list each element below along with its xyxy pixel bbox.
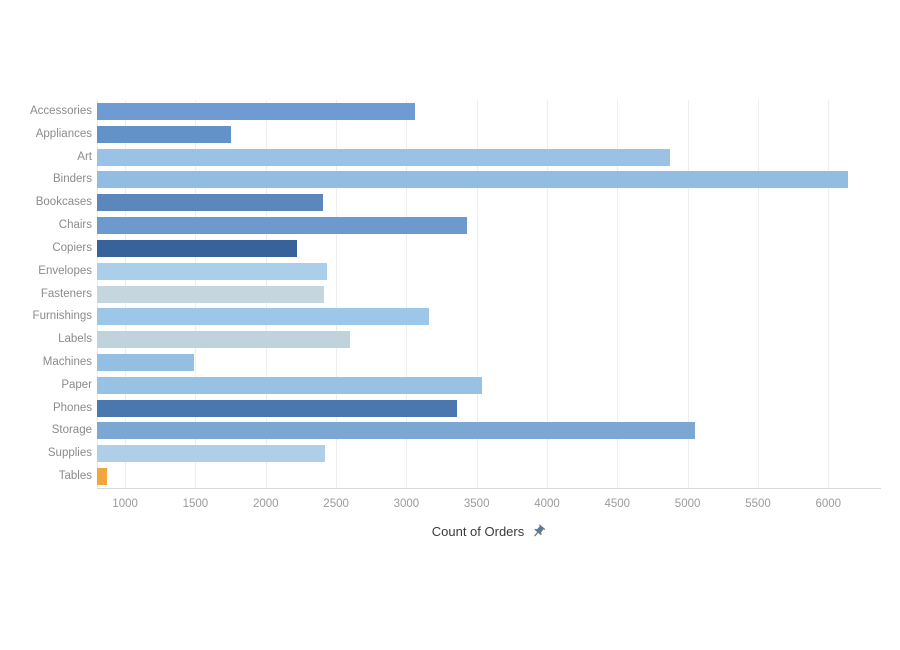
category-label-envelopes[interactable]: Envelopes [38, 264, 92, 277]
bar-paper[interactable] [97, 376, 482, 394]
category-label-appliances[interactable]: Appliances [35, 127, 92, 140]
tick-label-3000: 3000 [393, 498, 420, 510]
category-label-furnishings[interactable]: Furnishings [32, 310, 92, 323]
bar-labels[interactable] [97, 331, 351, 349]
category-label-copiers[interactable]: Copiers [52, 241, 92, 254]
bar-accessories[interactable] [97, 102, 415, 120]
gridline-5000 [687, 100, 689, 488]
gridline-3500 [476, 100, 478, 488]
bar-copiers[interactable] [97, 239, 298, 257]
bar-fasteners[interactable] [97, 285, 325, 303]
gridline-3000 [406, 100, 408, 488]
pushpin-icon[interactable] [531, 524, 546, 539]
category-label-art[interactable]: Art [77, 150, 92, 163]
bar-machines[interactable] [97, 354, 194, 371]
tick-label-1500: 1500 [182, 498, 209, 510]
gridline-4000 [547, 100, 548, 488]
tick-label-3500: 3500 [463, 498, 490, 510]
bar-envelopes[interactable] [97, 262, 327, 280]
bar-chairs[interactable] [97, 217, 467, 234]
bar-binders[interactable] [97, 171, 848, 189]
category-label-labels[interactable]: Labels [58, 333, 92, 346]
axis-baseline [97, 488, 881, 489]
category-label-tables[interactable]: Tables [58, 470, 92, 483]
category-label-fasteners[interactable]: Fasteners [40, 287, 92, 300]
bar-storage[interactable] [97, 422, 695, 440]
bar-art[interactable] [97, 148, 671, 166]
category-label-phones[interactable]: Phones [52, 401, 92, 414]
bar-tables[interactable] [97, 468, 107, 486]
category-label-chairs[interactable]: Chairs [58, 219, 92, 231]
category-label-machines[interactable]: Machines [42, 356, 92, 368]
bar-supplies[interactable] [97, 445, 325, 463]
bar-phones[interactable] [97, 399, 457, 417]
gridline-6000 [828, 100, 830, 488]
bar-furnishings[interactable] [97, 308, 429, 326]
tick-label-5000: 5000 [674, 498, 701, 510]
tick-label-2500: 2500 [323, 498, 349, 510]
category-label-storage[interactable]: Storage [51, 424, 92, 437]
gridline-4500 [617, 100, 619, 488]
bar-appliances[interactable] [97, 125, 231, 143]
category-label-accessories[interactable]: Accessories [30, 104, 92, 117]
tick-label-1000: 1000 [112, 498, 138, 510]
tick-label-6000: 6000 [815, 498, 842, 510]
category-label-binders[interactable]: Binders [53, 173, 92, 186]
gridline-2500 [336, 100, 338, 488]
category-label-paper[interactable]: Paper [61, 378, 92, 391]
tick-label-4500: 4500 [604, 498, 631, 510]
category-label-bookcases[interactable]: Bookcases [35, 196, 92, 209]
x-axis-title-label: Count of Orders [431, 524, 525, 539]
category-label-supplies[interactable]: Supplies [47, 447, 92, 460]
gridline-5500 [758, 100, 759, 488]
x-axis-title: Count of Orders [97, 524, 881, 539]
bar-bookcases[interactable] [97, 194, 324, 212]
tick-label-2000: 2000 [253, 498, 279, 510]
tick-label-4000: 4000 [534, 498, 560, 510]
tick-label-5500: 5500 [745, 498, 771, 510]
